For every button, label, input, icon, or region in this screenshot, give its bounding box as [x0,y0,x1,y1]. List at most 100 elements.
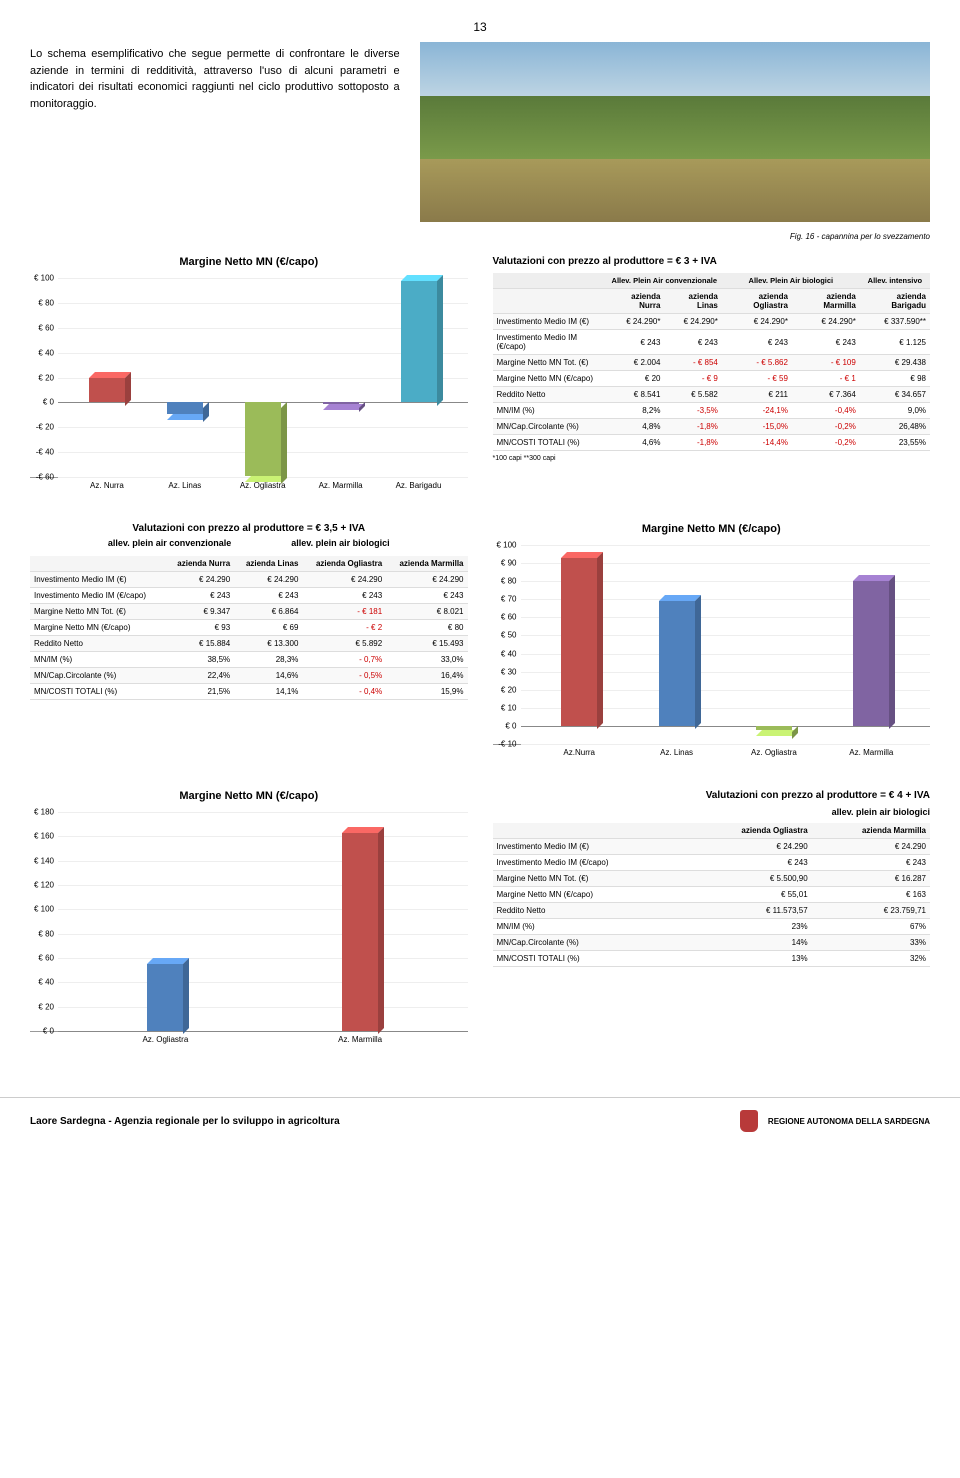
y-tick: € 80 [38,929,54,938]
col-head [493,823,690,839]
cell: MN/IM (%) [30,652,165,668]
cell: € 29.438 [860,355,930,371]
cell: Investimento Medio IM (€/capo) [493,330,607,355]
cell: Margine Netto MN Tot. (€) [30,604,165,620]
table-row: Investimento Medio IM (€/capo)€ 243€ 243… [30,588,468,604]
bar: Az.Nurra [554,545,604,744]
cell: € 243 [722,330,792,355]
cell: -15,0% [722,419,792,435]
cell: MN/COSTI TOTALI (%) [493,435,607,451]
bar: Az. Marmilla [846,545,896,744]
y-tick: € 20 [38,1002,54,1011]
cell: € 24.290 [165,572,234,588]
table-row: Reddito Netto€ 8.541€ 5.582€ 211€ 7.364€… [493,387,931,403]
cell: € 24.290* [792,314,860,330]
y-tick: € 70 [501,595,517,604]
table2-subheads: allev. plein air convenzionale allev. pl… [30,538,468,548]
cell: € 34.657 [860,387,930,403]
col-head: azienda Marmilla [812,823,930,839]
sardegna-crest-icon [740,1110,758,1132]
bar: Az. Ogliastra [749,545,799,744]
col-head: azienda Marmilla [386,556,467,572]
cell: € 13.300 [234,636,302,652]
cell: 23,55% [860,435,930,451]
cell: 4,8% [607,419,665,435]
cell: € 24.290 [812,839,930,855]
chart2-container: Margine Netto MN (€/capo) € 100€ 90€ 80€… [493,523,931,765]
y-tick: € 100 [34,274,54,283]
cell: 32% [812,951,930,967]
table-row: MN/Cap.Circolante (%)22,4%14,6%- 0,5%16,… [30,668,468,684]
cell: -0,4% [792,403,860,419]
y-tick: € 40 [38,978,54,987]
bar-label: Az. Ogliastra [751,748,797,757]
cell: -0,2% [792,435,860,451]
cell: - 0,5% [302,668,386,684]
cell: -0,2% [792,419,860,435]
table-row: Investimento Medio IM (€)€ 24.290€ 24.29… [30,572,468,588]
y-tick: € 30 [501,667,517,676]
cell: 4,6% [607,435,665,451]
y-tick: € 20 [38,373,54,382]
cell: -3,5% [664,403,721,419]
cell: 14% [690,935,812,951]
cell: Margine Netto MN Tot. (€) [493,871,690,887]
bar-label: Az. Barigadu [396,481,442,490]
table-row: MN/IM (%)8,2%-3,5%-24,1%-0,4%9,0% [493,403,931,419]
bar-label: Az. Marmilla [319,481,363,490]
cell: 38,5% [165,652,234,668]
y-tick: -€ 10 [498,740,516,749]
table-row: Investimento Medio IM (€)€ 24.290€ 24.29… [493,839,931,855]
cell: Margine Netto MN (€/capo) [30,620,165,636]
cell: 23% [690,919,812,935]
y-tick: € 180 [34,808,54,817]
bar: Az. Ogliastra [140,812,190,1031]
cell: Reddito Netto [30,636,165,652]
cell: - € 2 [302,620,386,636]
footer-logos: REGIONE AUTONOMA DELLA SARDEGNA [740,1110,930,1132]
subhead-bio: allev. plein air biologici [291,538,389,548]
col-head: azienda Linas [234,556,302,572]
table-row: Investimento Medio IM (€/capo)€ 243€ 243… [493,330,931,355]
cell: € 5.582 [664,387,721,403]
cell: € 24.290* [722,314,792,330]
cell: - € 181 [302,604,386,620]
bar-label: Az. Ogliastra [240,481,286,490]
cell: € 243 [165,588,234,604]
cell: € 1.125 [860,330,930,355]
table-row: MN/Cap.Circolante (%)14%33% [493,935,931,951]
bar-label: Az. Ogliastra [142,1035,188,1044]
col-head: azienda Nurra [165,556,234,572]
table-row: Margine Netto MN Tot. (€)€ 9.347€ 6.864-… [30,604,468,620]
cell: € 20 [607,371,665,387]
bar: Az. Nurra [82,278,132,477]
footer-right: REGIONE AUTONOMA DELLA SARDEGNA [768,1117,930,1126]
col-head: azienda Ogliastra [302,556,386,572]
table-row: Investimento Medio IM (€/capo)€ 243€ 243 [493,855,931,871]
cell: 8,2% [607,403,665,419]
cell: -1,8% [664,419,721,435]
cell: € 243 [812,855,930,871]
table-row: Margine Netto MN (€/capo)€ 20- € 9- € 59… [493,371,931,387]
y-tick: € 0 [43,1027,54,1036]
table1-title: Valutazioni con prezzo al produttore = €… [493,256,931,267]
y-tick: -€ 60 [36,473,54,482]
subhead-conv: allev. plein air convenzionale [108,538,231,548]
y-tick: € 60 [38,323,54,332]
cell: € 15.493 [386,636,467,652]
cell: -24,1% [722,403,792,419]
cell: € 243 [690,855,812,871]
y-tick: € 50 [501,631,517,640]
cell: € 8.541 [607,387,665,403]
bar-label: Az. Linas [660,748,693,757]
table2-container: Valutazioni con prezzo al produttore = €… [30,523,468,700]
bar-label: Az.Nurra [563,748,595,757]
cell: MN/COSTI TOTALI (%) [30,684,165,700]
cell: -1,8% [664,435,721,451]
cell: € 11.573,57 [690,903,812,919]
bar: Az. Linas [160,278,210,477]
table1: Allev. Plein Air convenzionaleAllev. Ple… [493,273,931,451]
cell: Investimento Medio IM (€) [493,839,690,855]
cell: € 243 [234,588,302,604]
cell: € 2.004 [607,355,665,371]
